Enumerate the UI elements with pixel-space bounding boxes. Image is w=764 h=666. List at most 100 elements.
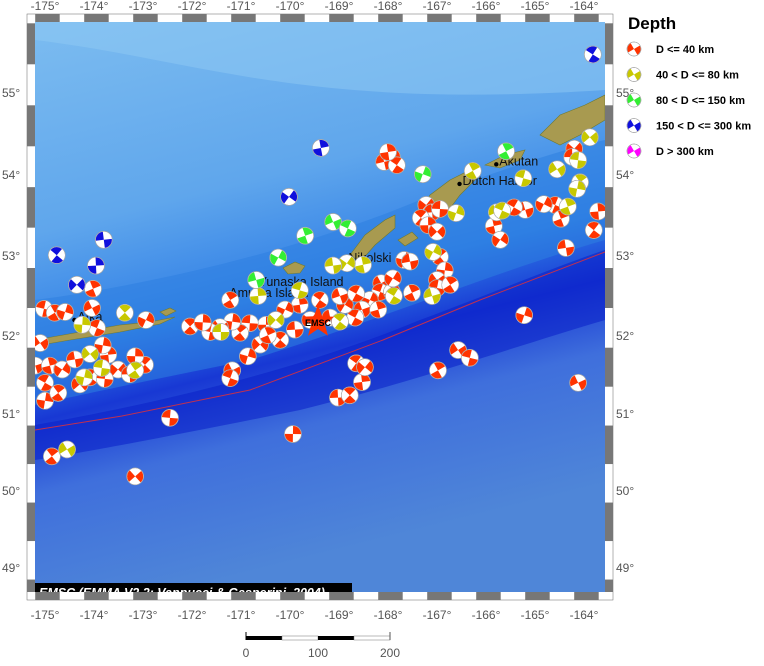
focal-mechanism[interactable]	[439, 273, 462, 296]
epicenter-star[interactable]: EMSC	[301, 305, 335, 336]
focal-mechanism[interactable]	[569, 151, 588, 170]
scale-label: 100	[308, 646, 328, 660]
focal-mechanism[interactable]	[40, 444, 64, 468]
focal-mechanism[interactable]	[425, 220, 449, 244]
focal-mechanism[interactable]	[264, 308, 288, 332]
focal-mechanism[interactable]	[422, 285, 443, 306]
focal-mechanism[interactable]	[461, 159, 484, 182]
focal-mechanism[interactable]	[322, 211, 344, 233]
focal-mechanism[interactable]	[246, 270, 267, 291]
frame-segment	[280, 592, 305, 600]
focal-mechanism[interactable]	[545, 158, 568, 181]
focal-mechanism[interactable]	[345, 282, 368, 305]
focal-mechanism[interactable]	[426, 359, 449, 382]
focal-mechanism[interactable]	[286, 320, 304, 339]
focal-mechanism[interactable]	[556, 238, 575, 257]
legend-swatch-icon[interactable]	[624, 90, 643, 109]
focal-mechanism[interactable]	[567, 179, 587, 199]
focal-mechanism[interactable]	[161, 409, 179, 427]
legend-swatch-icon[interactable]	[624, 141, 643, 160]
focal-mechanism[interactable]	[113, 301, 137, 325]
lon-tick-label: -174°	[80, 608, 109, 622]
legend-swatch-icon[interactable]	[624, 39, 643, 58]
focal-mechanism[interactable]	[382, 284, 405, 307]
focal-mechanism[interactable]	[289, 280, 310, 301]
focal-mechanism[interactable]	[353, 373, 372, 392]
focal-mechanism[interactable]	[284, 425, 302, 443]
focal-mechanism[interactable]	[93, 336, 113, 356]
focal-mechanism[interactable]	[381, 267, 404, 290]
focal-mechanism[interactable]	[378, 142, 397, 161]
focal-mechanism[interactable]	[126, 347, 144, 366]
focal-mechanism[interactable]	[353, 355, 377, 379]
lon-tick-label: -170°	[276, 0, 305, 13]
focal-mechanism[interactable]	[445, 202, 467, 224]
legend-swatch-icon[interactable]	[624, 65, 643, 84]
focal-mechanism[interactable]	[495, 140, 518, 163]
focal-mechanism[interactable]	[344, 306, 367, 329]
focal-mechanism[interactable]	[55, 438, 78, 461]
focal-mechanism[interactable]	[46, 381, 70, 405]
focal-mechanism[interactable]	[368, 299, 389, 320]
focal-mechanism[interactable]	[212, 323, 230, 341]
focal-mechanism[interactable]	[94, 230, 113, 249]
focal-mechanism[interactable]	[73, 315, 92, 334]
focal-mechanism[interactable]	[219, 367, 241, 389]
focal-mechanism[interactable]	[401, 282, 423, 304]
focal-mechanism[interactable]	[582, 218, 606, 242]
focal-mechanism[interactable]	[78, 342, 102, 366]
focal-mechanism[interactable]	[54, 301, 75, 322]
focal-mechanism[interactable]	[488, 228, 512, 252]
focal-mechanism[interactable]	[431, 200, 449, 218]
axis-ticks: -175° -175° -174° -174° -173° -173° -172° -172°…	[2, 0, 634, 622]
focal-mechanism[interactable]	[328, 310, 352, 334]
focal-mechanism[interactable]	[267, 246, 290, 269]
focal-mechanism[interactable]	[45, 243, 69, 267]
focal-mechanism[interactable]	[92, 358, 111, 377]
focal-mechanism[interactable]	[460, 348, 481, 369]
focal-mechanism[interactable]	[557, 196, 579, 218]
focal-mechanism[interactable]	[65, 273, 89, 297]
focal-mechanism[interactable]	[491, 199, 513, 221]
focal-mechanism[interactable]	[329, 285, 351, 307]
focal-mechanism[interactable]	[82, 278, 104, 300]
focal-mechanism[interactable]	[513, 168, 534, 189]
lon-tick-label: -173°	[129, 0, 158, 13]
legend-swatch-icon[interactable]	[624, 116, 643, 135]
focal-mechanism[interactable]	[422, 241, 445, 264]
focal-mechanism[interactable]	[86, 317, 108, 339]
focal-mechanism[interactable]	[337, 217, 359, 239]
focal-mechanism[interactable]	[277, 185, 301, 209]
frame-segment	[35, 592, 60, 600]
focal-mechanism[interactable]	[28, 331, 52, 355]
focal-mechanism[interactable]	[87, 256, 105, 275]
focal-mechanism[interactable]	[324, 256, 343, 275]
focal-mechanism[interactable]	[581, 43, 604, 66]
focal-mechanism[interactable]	[123, 358, 147, 382]
focal-mechanism[interactable]	[311, 138, 331, 158]
focal-mechanism[interactable]	[74, 367, 94, 387]
focal-mechanism[interactable]	[81, 297, 104, 320]
focal-mechanism[interactable]	[578, 125, 602, 149]
focal-mechanism[interactable]	[237, 346, 258, 367]
epicenter-star-shape[interactable]	[301, 305, 335, 336]
focal-mechanism[interactable]	[135, 309, 158, 332]
lon-tick-label: -164°	[570, 608, 599, 622]
focal-mechanism[interactable]	[514, 304, 535, 325]
focal-mechanism[interactable]	[193, 313, 212, 332]
focal-mechanism[interactable]	[257, 324, 279, 346]
focal-mechanism[interactable]	[338, 383, 362, 407]
focal-mechanism[interactable]	[308, 288, 332, 312]
lon-tick-label: -167°	[423, 0, 452, 13]
focal-mechanism[interactable]	[567, 372, 590, 395]
focal-mechanism[interactable]	[294, 225, 316, 247]
focal-mechanism[interactable]	[123, 464, 147, 488]
focal-mechanism[interactable]	[400, 252, 420, 272]
lon-tick-label: -168°	[374, 608, 403, 622]
focal-mechanism[interactable]	[412, 163, 434, 185]
focal-mechanism[interactable]	[219, 288, 242, 311]
focal-mechanism[interactable]	[532, 193, 555, 216]
focal-mechanism[interactable]	[589, 202, 607, 221]
focal-mechanism[interactable]	[35, 391, 54, 410]
focal-mechanism[interactable]	[249, 287, 267, 305]
